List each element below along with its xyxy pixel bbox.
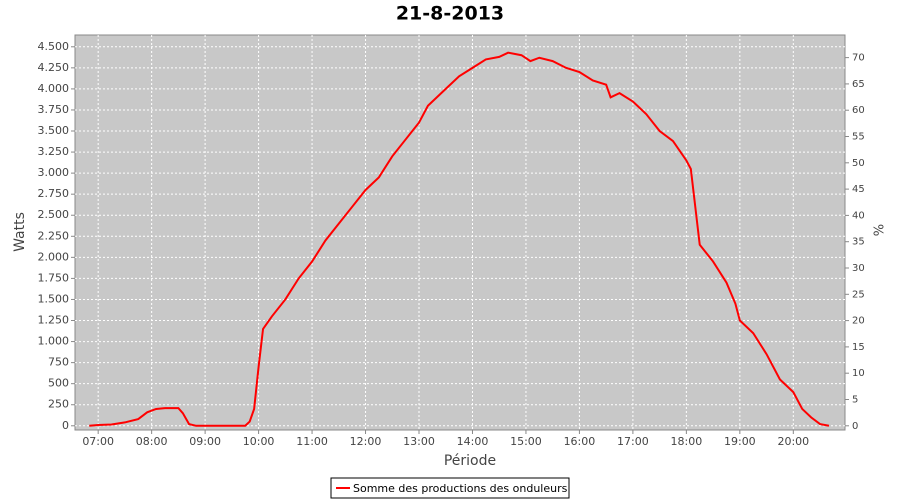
x-tick-label: 14:00 (457, 435, 489, 448)
x-tick-label: 16:00 (564, 435, 596, 448)
y2-tick-label: 10 (852, 368, 865, 379)
y2-tick-label: 65 (852, 79, 865, 90)
y-tick-label: 1.500 (38, 292, 70, 305)
y-tick-label: 2.750 (38, 187, 70, 200)
y-tick-label: 2.500 (38, 208, 70, 221)
x-tick-label: 15:00 (510, 435, 542, 448)
y-tick-label: 2.000 (38, 250, 70, 263)
y-tick-label: 500 (48, 377, 69, 390)
x-tick-label: 18:00 (671, 435, 703, 448)
x-tick-label: 09:00 (189, 435, 221, 448)
x-tick-label: 19:00 (724, 435, 756, 448)
x-tick-label: 12:00 (350, 435, 382, 448)
y-tick-label: 4.250 (38, 61, 70, 74)
y-tick-label: 3.750 (38, 103, 70, 116)
y-tick-label: 750 (48, 356, 69, 369)
x-tick-label: 20:00 (777, 435, 809, 448)
y2-tick-label: 35 (852, 237, 865, 248)
plot-area (74, 34, 846, 431)
x-tick-label: 07:00 (82, 435, 114, 448)
y2-tick-label: 30 (852, 263, 865, 274)
y2-tick-label: 70 (852, 53, 865, 64)
y-tick-label: 3.000 (38, 166, 70, 179)
x-tick-label: 10:00 (243, 435, 275, 448)
x-tick-label: 08:00 (136, 435, 168, 448)
y-axis-label: Watts (12, 212, 28, 252)
y2-tick-label: 15 (852, 342, 865, 353)
y-tick-label: 1.250 (38, 314, 70, 327)
y2-axis-label: % (873, 224, 888, 236)
y-tick-label: 4.000 (38, 82, 70, 95)
y2-tick-label: 60 (852, 105, 865, 116)
y-tick-label: 0 (62, 419, 69, 432)
y2-tick-label: 0 (852, 421, 858, 432)
y-tick-label: 250 (48, 398, 69, 411)
y-tick-label: 1.750 (38, 271, 70, 284)
x-tick-label: 17:00 (617, 435, 649, 448)
y-tick-label: 3.500 (38, 124, 70, 137)
y-tick-label: 3.250 (38, 145, 70, 158)
y2-tick-label: 5 (852, 394, 858, 405)
chart-title: 21-8-2013 (396, 3, 504, 25)
legend-label: Somme des productions des onduleurs (353, 482, 568, 495)
y2-tick-label: 20 (852, 316, 865, 327)
legend-box (330, 477, 570, 499)
y2-tick-label: 25 (852, 289, 865, 300)
y2-tick-label: 45 (852, 184, 865, 195)
line (89, 51, 830, 427)
x-tick-label: 13:00 (403, 435, 435, 448)
y2-tick-label: 50 (852, 158, 865, 169)
x-tick-label: 11:00 (296, 435, 328, 448)
y-tick-label: 1.000 (38, 335, 70, 348)
y-tick-label: 2.250 (38, 229, 70, 242)
x-axis-label: Période (444, 453, 496, 469)
y-tick-label: 4.500 (38, 40, 70, 53)
y2-tick-label: 40 (852, 210, 865, 221)
legend: Somme des productions des onduleurs (330, 477, 570, 499)
y2-tick-label: 55 (852, 132, 865, 143)
